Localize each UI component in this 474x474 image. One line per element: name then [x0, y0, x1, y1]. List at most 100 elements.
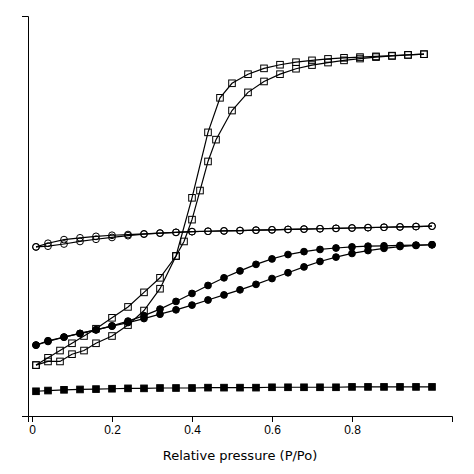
point — [333, 225, 340, 232]
plot: 00.20.40.60.8Relative pressure (P/Po) — [22, 17, 453, 464]
point — [421, 51, 428, 58]
point — [205, 384, 212, 391]
point — [301, 226, 308, 233]
point — [81, 347, 88, 354]
point — [285, 226, 292, 233]
point — [333, 384, 340, 391]
point — [269, 226, 276, 233]
point — [237, 268, 244, 275]
point — [69, 351, 76, 358]
point — [221, 228, 228, 235]
point — [349, 225, 356, 232]
series — [33, 384, 436, 395]
point — [429, 241, 436, 248]
point — [237, 227, 244, 234]
point — [237, 384, 244, 391]
x-tick: 0.4 — [184, 416, 201, 437]
point — [269, 226, 276, 233]
point — [189, 385, 196, 392]
point — [181, 238, 188, 245]
point — [285, 251, 292, 258]
point — [253, 261, 260, 268]
point — [381, 384, 388, 391]
y-axis — [22, 17, 29, 417]
point — [93, 326, 100, 333]
point — [381, 224, 388, 231]
point — [333, 254, 340, 261]
x-tick: 0.2 — [104, 416, 121, 437]
point — [57, 358, 64, 365]
x-tick-label: 0.2 — [104, 423, 121, 437]
point — [45, 243, 52, 250]
x-tick-mark — [272, 416, 273, 422]
point — [277, 71, 284, 78]
point — [285, 226, 292, 233]
point — [61, 334, 68, 341]
point — [93, 236, 100, 243]
point — [125, 232, 132, 239]
point — [253, 227, 260, 234]
x-tick-mark — [192, 416, 193, 422]
point — [189, 228, 196, 235]
x-tick-mark — [352, 416, 353, 422]
point — [269, 256, 276, 263]
point — [317, 225, 324, 232]
point — [109, 385, 116, 392]
point — [229, 107, 236, 114]
series-line — [36, 226, 432, 247]
series — [33, 241, 436, 348]
point — [269, 275, 276, 282]
point — [381, 242, 388, 249]
point — [173, 253, 180, 260]
point — [109, 234, 116, 241]
point — [173, 385, 180, 392]
point — [141, 289, 148, 296]
point — [33, 362, 40, 369]
series-line — [36, 54, 424, 365]
point — [253, 384, 260, 391]
point — [365, 243, 372, 250]
point — [397, 242, 404, 249]
point — [141, 312, 148, 319]
point — [397, 224, 404, 231]
point — [93, 340, 100, 347]
x-axis-label: Relative pressure (P/Po) — [163, 448, 318, 463]
point — [317, 225, 324, 232]
point — [261, 65, 268, 72]
point — [301, 226, 308, 233]
point — [45, 338, 52, 345]
point — [189, 216, 196, 223]
point — [77, 330, 84, 337]
point — [373, 54, 380, 61]
point — [301, 264, 308, 271]
point — [61, 334, 68, 341]
point — [221, 384, 228, 391]
point — [253, 281, 260, 288]
point — [317, 258, 324, 265]
x-axis: 00.20.40.60.8 — [29, 416, 453, 437]
point — [33, 342, 40, 349]
point — [77, 238, 84, 245]
point — [33, 244, 40, 251]
point — [293, 59, 300, 66]
point — [285, 269, 292, 276]
point — [217, 95, 224, 102]
point — [157, 285, 164, 292]
point — [173, 229, 180, 236]
point — [33, 244, 40, 251]
point — [77, 386, 84, 393]
point — [373, 53, 380, 60]
point — [173, 306, 180, 313]
point — [365, 224, 372, 231]
point — [357, 54, 364, 61]
point — [157, 275, 164, 282]
point — [429, 223, 436, 230]
series-line — [36, 226, 432, 247]
point — [141, 231, 148, 238]
series-line — [36, 245, 432, 345]
point — [397, 224, 404, 231]
series-group — [33, 51, 436, 395]
point — [397, 384, 404, 391]
series — [33, 241, 436, 348]
point — [57, 347, 64, 354]
